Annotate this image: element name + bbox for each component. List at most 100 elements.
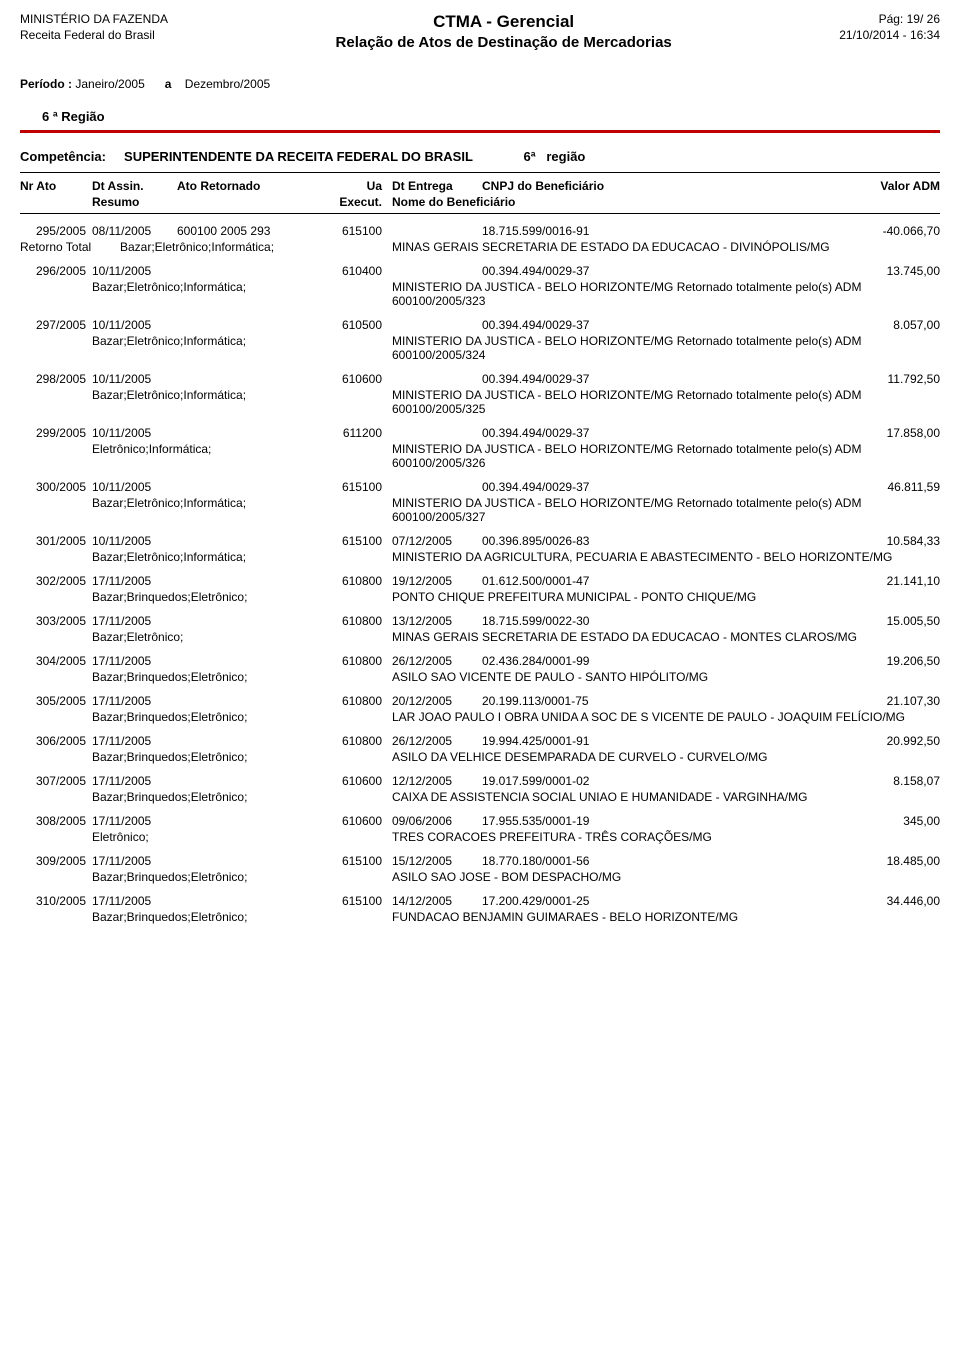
cell-valor: 17.858,00: [835, 426, 940, 440]
row-line2: Retorno TotalBazar;Eletrônico;Informátic…: [20, 240, 940, 254]
cell-dt: 10/11/2005: [92, 426, 177, 440]
cell-nome: ASILO DA VELHICE DESEMPARADA DE CURVELO …: [392, 750, 940, 764]
cell-nr: 307/2005: [20, 774, 92, 788]
cell-ua: 610600: [322, 774, 392, 788]
agency-name: Receita Federal do Brasil: [20, 28, 168, 44]
cell-ato: [177, 894, 322, 908]
page-number: Pág: 19/ 26: [839, 12, 940, 28]
cell-cnpj: 17.200.429/0001-25: [482, 894, 835, 908]
competencia-row: Competência: SUPERINTENDENTE DA RECEITA …: [20, 149, 940, 164]
cell-cnpj: 17.955.535/0001-19: [482, 814, 835, 828]
cell-empty: [20, 280, 92, 308]
cell-nr: 306/2005: [20, 734, 92, 748]
row-line2: Bazar;Eletrônico;Informática;MINISTERIO …: [20, 280, 940, 308]
header-center: CTMA - Gerencial Relação de Atos de Dest…: [168, 12, 839, 51]
cell-empty: [20, 750, 92, 764]
row-line2: Bazar;Brinquedos;Eletrônico;ASILO SAO JO…: [20, 870, 940, 884]
cell-nr: 295/2005: [20, 224, 92, 238]
cell-valor: 19.206,50: [835, 654, 940, 668]
cell-cnpj: 00.394.494/0029-37: [482, 264, 835, 278]
table-row: 309/200517/11/200561510015/12/200518.770…: [20, 854, 940, 884]
cell-resumo: Bazar;Eletrônico;Informática;: [92, 334, 392, 362]
row-line2: Bazar;Brinquedos;Eletrônico;ASILO SAO VI…: [20, 670, 940, 684]
cell-resumo: Bazar;Brinquedos;Eletrônico;: [92, 710, 392, 724]
cell-dt: 10/11/2005: [92, 264, 177, 278]
cell-entrega: 15/12/2005: [392, 854, 482, 868]
cell-cnpj: 02.436.284/0001-99: [482, 654, 835, 668]
table-row: 303/200517/11/200561080013/12/200518.715…: [20, 614, 940, 644]
cell-dt: 17/11/2005: [92, 614, 177, 628]
table-row: 300/200510/11/200561510000.394.494/0029-…: [20, 480, 940, 524]
cell-empty: [20, 630, 92, 644]
cell-nr: 300/2005: [20, 480, 92, 494]
cell-nome: MINISTERIO DA JUSTICA - BELO HORIZONTE/M…: [392, 280, 940, 308]
cell-cnpj: 00.394.494/0029-37: [482, 318, 835, 332]
cell-dt: 17/11/2005: [92, 814, 177, 828]
cell-cnpj: 00.394.494/0029-37: [482, 426, 835, 440]
cell-ato: [177, 574, 322, 588]
cell-dt: 17/11/2005: [92, 774, 177, 788]
table-row: 304/200517/11/200561080026/12/200502.436…: [20, 654, 940, 684]
row-line2: Bazar;Eletrônico;MINAS GERAIS SECRETARIA…: [20, 630, 940, 644]
sub-empty: [20, 195, 92, 209]
col-execut: Execut.: [322, 195, 392, 209]
header-line-bottom: [20, 213, 940, 214]
row-line1: 304/200517/11/200561080026/12/200502.436…: [20, 654, 940, 668]
cell-nr: 301/2005: [20, 534, 92, 548]
cell-ato: [177, 372, 322, 386]
cell-resumo: Bazar;Brinquedos;Eletrônico;: [92, 670, 392, 684]
cell-nome: MINAS GERAIS SECRETARIA DE ESTADO DA EDU…: [392, 630, 940, 644]
cell-ato: [177, 734, 322, 748]
cell-nr: 304/2005: [20, 654, 92, 668]
cell-ato: [177, 614, 322, 628]
cell-entrega: 26/12/2005: [392, 734, 482, 748]
col-dt-assin: Dt Assin.: [92, 179, 177, 193]
cell-nome: ASILO SAO JOSE - BOM DESPACHO/MG: [392, 870, 940, 884]
cell-entrega: 14/12/2005: [392, 894, 482, 908]
periodo-a: a: [165, 77, 172, 91]
cell-ato: [177, 264, 322, 278]
cell-entrega: [392, 264, 482, 278]
cell-cnpj: 18.770.180/0001-56: [482, 854, 835, 868]
cell-resumo: Bazar;Brinquedos;Eletrônico;: [92, 910, 392, 924]
cell-entrega: 13/12/2005: [392, 614, 482, 628]
row-line1: 305/200517/11/200561080020/12/200520.199…: [20, 694, 940, 708]
cell-empty: [20, 830, 92, 844]
cell-cnpj: 18.715.599/0022-30: [482, 614, 835, 628]
cell-valor: 11.792,50: [835, 372, 940, 386]
cell-nr: 299/2005: [20, 426, 92, 440]
cell-empty: [20, 550, 92, 564]
cell-valor: 18.485,00: [835, 854, 940, 868]
table-row: 297/200510/11/200561050000.394.494/0029-…: [20, 318, 940, 362]
cell-empty: [20, 590, 92, 604]
report-subtitle: Relação de Atos de Destinação de Mercado…: [168, 34, 839, 51]
cell-cnpj: 00.394.494/0029-37: [482, 480, 835, 494]
cell-nr: 302/2005: [20, 574, 92, 588]
cell-nr: 303/2005: [20, 614, 92, 628]
cell-ua: 610600: [322, 372, 392, 386]
table-row: 298/200510/11/200561060000.394.494/0029-…: [20, 372, 940, 416]
cell-valor: 8.057,00: [835, 318, 940, 332]
col-nome: Nome do Beneficiário: [392, 195, 940, 209]
row-line2: Bazar;Brinquedos;Eletrônico;ASILO DA VEL…: [20, 750, 940, 764]
cell-entrega: [392, 480, 482, 494]
row-line1: 301/200510/11/200561510007/12/200500.396…: [20, 534, 940, 548]
page-label: Pág:: [879, 12, 904, 26]
cell-dt: 17/11/2005: [92, 694, 177, 708]
cell-ato: [177, 654, 322, 668]
col-dt-entrega: Dt Entrega: [392, 179, 482, 193]
row-line1: 299/200510/11/200561120000.394.494/0029-…: [20, 426, 940, 440]
row-line1: 300/200510/11/200561510000.394.494/0029-…: [20, 480, 940, 494]
cell-empty: [20, 910, 92, 924]
cell-empty: [20, 870, 92, 884]
cell-empty: [20, 496, 92, 524]
cell-valor: 46.811,59: [835, 480, 940, 494]
cell-ua: 610500: [322, 318, 392, 332]
periodo-end: Dezembro/2005: [185, 77, 270, 91]
column-subheaders: Resumo Execut. Nome do Beneficiário: [20, 195, 940, 209]
cell-resumo: Bazar;Eletrônico;Informática;: [92, 496, 392, 524]
cell-ua: 610800: [322, 574, 392, 588]
cell-resumo: Bazar;Eletrônico;Informática;: [92, 550, 392, 564]
cell-entrega: [392, 372, 482, 386]
col-ato-ret: Ato Retornado: [177, 179, 322, 193]
